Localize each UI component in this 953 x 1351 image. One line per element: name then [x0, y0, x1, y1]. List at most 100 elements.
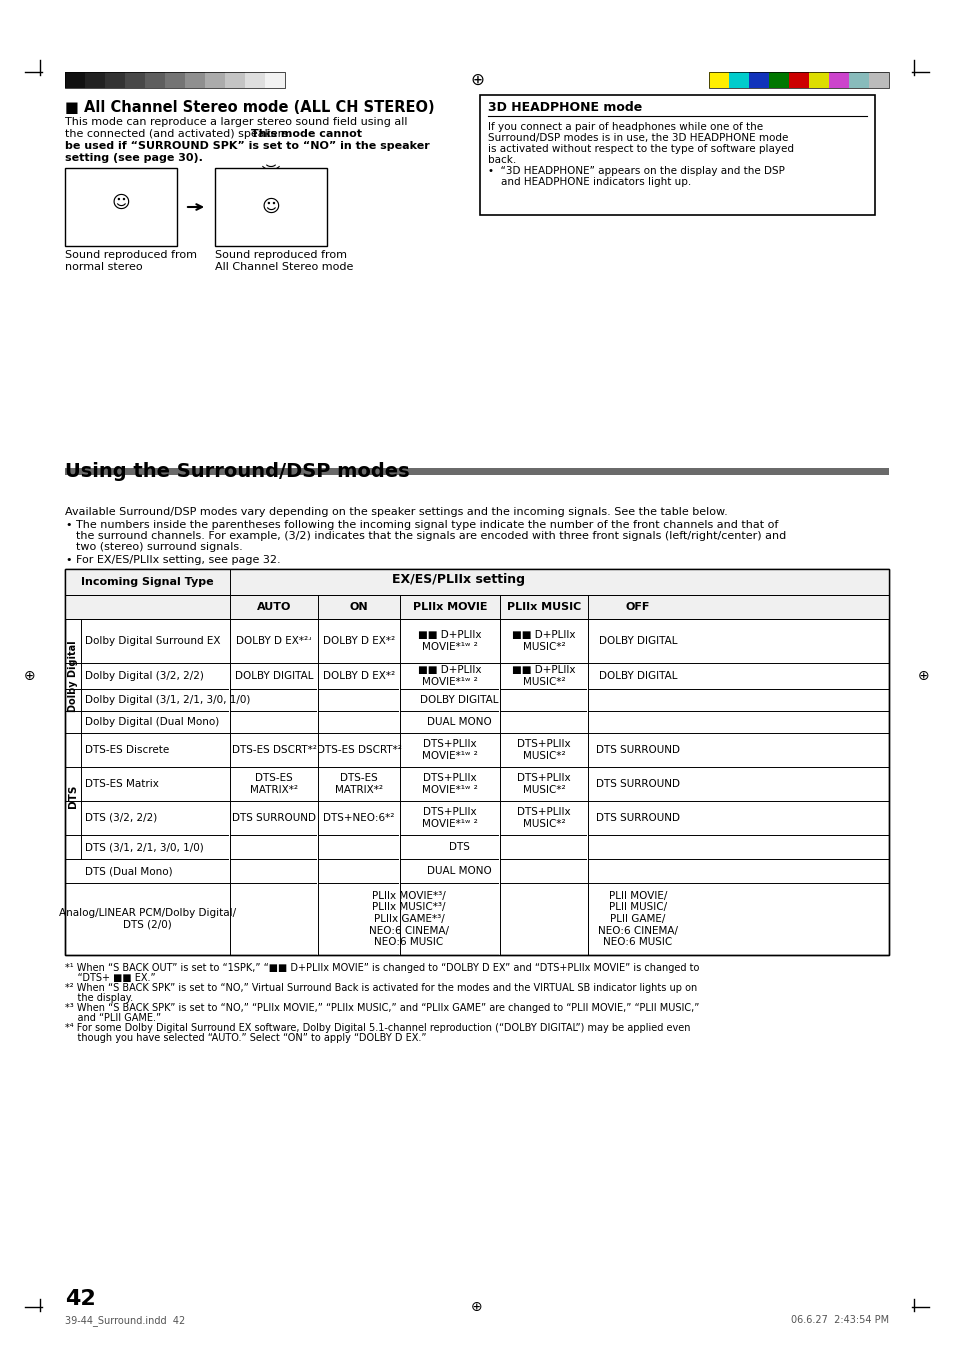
Text: 3D HEADPHONE mode: 3D HEADPHONE mode	[488, 101, 641, 113]
Bar	[587, 689, 588, 711]
Text: DUAL MONO: DUAL MONO	[426, 717, 491, 727]
Bar	[145, 72, 165, 88]
Bar	[399, 711, 400, 734]
Text: DOLBY DIGITAL: DOLBY DIGITAL	[598, 671, 677, 681]
Text: DTS+PLIIx
MUSIC*²: DTS+PLIIx MUSIC*²	[517, 739, 570, 761]
Bar	[125, 72, 145, 88]
Text: DTS SURROUND: DTS SURROUND	[596, 813, 679, 823]
Text: DOLBY DIGITAL: DOLBY DIGITAL	[234, 671, 313, 681]
Bar	[868, 72, 888, 88]
Bar	[296, 216, 316, 238]
Text: ■■ D+PLIIx
MUSIC*²: ■■ D+PLIIx MUSIC*²	[512, 630, 576, 651]
Text: the display.: the display.	[65, 993, 133, 1002]
Text: ☺: ☺	[112, 195, 131, 212]
Text: •  “3D HEADPHONE” appears on the display and the DSP: • “3D HEADPHONE” appears on the display …	[488, 166, 784, 176]
Bar	[65, 594, 888, 619]
Text: ■ All Channel Stereo mode (ALL CH STEREO): ■ All Channel Stereo mode (ALL CH STEREO…	[65, 100, 435, 115]
Text: This mode can reproduce a larger stereo sound field using all: This mode can reproduce a larger stereo …	[65, 118, 407, 127]
Bar	[317, 711, 318, 734]
Text: •: •	[65, 520, 71, 530]
Text: 06.6.27  2:43:54 PM: 06.6.27 2:43:54 PM	[790, 1315, 888, 1325]
Text: DTS (Dual Mono): DTS (Dual Mono)	[85, 866, 172, 875]
Text: be used if “SURROUND SPK” is set to “NO” in the speaker: be used if “SURROUND SPK” is set to “NO”…	[65, 141, 429, 151]
Text: ■■ D+PLIIx
MOVIE*¹ʷ ²: ■■ D+PLIIx MOVIE*¹ʷ ²	[417, 665, 481, 686]
Text: DTS SURROUND: DTS SURROUND	[232, 813, 315, 823]
Bar	[85, 72, 105, 88]
Text: AUTO: AUTO	[256, 603, 291, 612]
Bar	[499, 884, 500, 955]
Text: DTS+PLIIx
MUSIC*²: DTS+PLIIx MUSIC*²	[517, 773, 570, 794]
Text: DTS-ES
MATRIX*²: DTS-ES MATRIX*²	[335, 773, 382, 794]
Text: For EX/ES/PLIIx setting, see page 32.: For EX/ES/PLIIx setting, see page 32.	[76, 555, 280, 565]
Bar	[214, 168, 327, 246]
Text: Available Surround/DSP modes vary depending on the speaker settings and the inco: Available Surround/DSP modes vary depend…	[65, 507, 727, 517]
Text: DOLBY D EX*²: DOLBY D EX*²	[323, 636, 395, 646]
Bar	[708, 72, 888, 88]
Text: PLIIx MUSIC: PLIIx MUSIC	[506, 603, 580, 612]
Bar	[808, 72, 828, 88]
Bar	[79, 216, 99, 238]
Bar	[587, 711, 588, 734]
Text: Using the Surround/DSP modes: Using the Surround/DSP modes	[65, 462, 409, 481]
Text: Sound reproduced from
All Channel Stereo mode: Sound reproduced from All Channel Stereo…	[214, 250, 353, 272]
Text: Dolby Digital (3/1, 2/1, 3/0, 1/0): Dolby Digital (3/1, 2/1, 3/0, 1/0)	[85, 694, 250, 705]
Bar	[708, 72, 728, 88]
Text: though you have selected “AUTO.” Select “ON” to apply “DOLBY D EX.”: though you have selected “AUTO.” Select …	[65, 1034, 426, 1043]
Text: ⊕: ⊕	[470, 72, 483, 89]
Text: DTS-ES DSCRT*²: DTS-ES DSCRT*²	[232, 744, 316, 755]
Text: *² When “S BACK SPK” is set to “NO,” Virtual Surround Back is activated for the : *² When “S BACK SPK” is set to “NO,” Vir…	[65, 984, 697, 993]
Text: This mode cannot: This mode cannot	[251, 128, 361, 139]
Bar	[399, 689, 400, 711]
Bar	[230, 835, 231, 859]
Text: DOLBY DIGITAL: DOLBY DIGITAL	[419, 694, 497, 705]
Bar	[728, 72, 748, 88]
Text: ⊕: ⊕	[24, 669, 36, 684]
Bar	[225, 216, 245, 238]
Bar	[788, 72, 808, 88]
Text: ■■ D+PLIIx
MOVIE*¹ʷ ²: ■■ D+PLIIx MOVIE*¹ʷ ²	[417, 630, 481, 651]
Bar	[65, 569, 888, 955]
Text: *³ When “S BACK SPK” is set to “NO,” “PLIIx MOVIE,” “PLIIx MUSIC,” and “PLIIx GA: *³ When “S BACK SPK” is set to “NO,” “PL…	[65, 1002, 699, 1013]
Text: *¹ When “S BACK OUT” is set to “1SPK,” “■■ D+PLIIx MOVIE” is changed to “DOLBY D: *¹ When “S BACK OUT” is set to “1SPK,” “…	[65, 963, 699, 973]
Bar	[499, 859, 500, 884]
Text: ⊕: ⊕	[471, 1300, 482, 1315]
Bar	[848, 72, 868, 88]
Bar	[65, 168, 177, 246]
Text: DTS SURROUND: DTS SURROUND	[596, 780, 679, 789]
Text: Incoming Signal Type: Incoming Signal Type	[81, 577, 213, 586]
Text: ON: ON	[350, 603, 368, 612]
Text: DTS-ES Discrete: DTS-ES Discrete	[85, 744, 169, 755]
Text: DOLBY DIGITAL: DOLBY DIGITAL	[598, 636, 677, 646]
Bar	[105, 72, 125, 88]
Bar	[165, 72, 185, 88]
Text: PLIIx MOVIE: PLIIx MOVIE	[413, 603, 487, 612]
Text: PLII MOVIE/
PLII MUSIC/
PLII GAME/
NEO:6 CINEMA/
NEO:6 MUSIC: PLII MOVIE/ PLII MUSIC/ PLII GAME/ NEO:6…	[598, 890, 678, 947]
Bar	[65, 569, 888, 955]
Text: DTS-ES Matrix: DTS-ES Matrix	[85, 780, 159, 789]
Text: DTS SURROUND: DTS SURROUND	[596, 744, 679, 755]
Bar	[317, 835, 318, 859]
Text: DTS+PLIIx
MOVIE*¹ʷ ²: DTS+PLIIx MOVIE*¹ʷ ²	[421, 773, 477, 794]
Bar	[65, 569, 888, 594]
Text: PLIIx MOVIE*³/
PLIIx MUSIC*³/
PLIIx GAME*³/
NEO:6 CINEMA/
NEO:6 MUSIC: PLIIx MOVIE*³/ PLIIx MUSIC*³/ PLIIx GAME…	[369, 890, 449, 947]
Bar	[65, 72, 85, 88]
Bar	[768, 72, 788, 88]
Text: Analog/LINEAR PCM/Dolby Digital/
DTS (2/0): Analog/LINEAR PCM/Dolby Digital/ DTS (2/…	[59, 908, 235, 929]
Text: “DTS+ ■■ EX.”: “DTS+ ■■ EX.”	[65, 973, 155, 984]
Text: and “PLII GAME.”: and “PLII GAME.”	[65, 1013, 161, 1023]
Bar	[399, 835, 400, 859]
Text: If you connect a pair of headphones while one of the: If you connect a pair of headphones whil…	[488, 122, 762, 132]
Bar	[399, 859, 400, 884]
Text: Dolby Digital: Dolby Digital	[68, 640, 78, 712]
Text: Dolby Digital (Dual Mono): Dolby Digital (Dual Mono)	[85, 717, 219, 727]
Text: DTS+PLIIx
MUSIC*²: DTS+PLIIx MUSIC*²	[517, 807, 570, 828]
Text: ⊕: ⊕	[917, 669, 929, 684]
Bar	[143, 216, 163, 238]
Text: DOLBY D EX*²ʴ: DOLBY D EX*²ʴ	[236, 636, 312, 646]
Text: DUAL MONO: DUAL MONO	[426, 866, 491, 875]
Text: *⁴ For some Dolby Digital Surround EX software, Dolby Digital 5.1-channel reprod: *⁴ For some Dolby Digital Surround EX so…	[65, 1023, 690, 1034]
Text: •: •	[65, 555, 71, 565]
Bar	[65, 72, 285, 88]
Bar	[245, 72, 265, 88]
Text: DTS+PLIIx
MOVIE*¹ʷ ²: DTS+PLIIx MOVIE*¹ʷ ²	[421, 739, 477, 761]
